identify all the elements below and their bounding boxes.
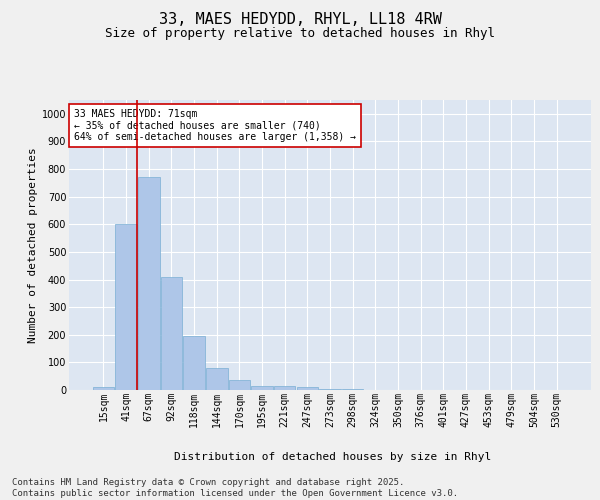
Text: Size of property relative to detached houses in Rhyl: Size of property relative to detached ho… xyxy=(105,28,495,40)
Bar xyxy=(115,224,137,390)
Bar xyxy=(319,388,341,390)
Text: 33 MAES HEDYDD: 71sqm
← 35% of detached houses are smaller (740)
64% of semi-det: 33 MAES HEDYDD: 71sqm ← 35% of detached … xyxy=(74,108,356,142)
Bar xyxy=(251,386,273,390)
Text: Contains HM Land Registry data © Crown copyright and database right 2025.
Contai: Contains HM Land Registry data © Crown c… xyxy=(12,478,458,498)
Bar xyxy=(206,368,227,390)
Bar xyxy=(274,386,295,390)
Bar xyxy=(184,336,205,390)
Bar xyxy=(138,178,160,390)
Bar xyxy=(93,387,114,390)
Bar xyxy=(229,380,250,390)
Bar xyxy=(161,277,182,390)
Text: 33, MAES HEDYDD, RHYL, LL18 4RW: 33, MAES HEDYDD, RHYL, LL18 4RW xyxy=(158,12,442,28)
Text: Distribution of detached houses by size in Rhyl: Distribution of detached houses by size … xyxy=(175,452,491,462)
Y-axis label: Number of detached properties: Number of detached properties xyxy=(28,147,38,343)
Bar xyxy=(296,387,318,390)
